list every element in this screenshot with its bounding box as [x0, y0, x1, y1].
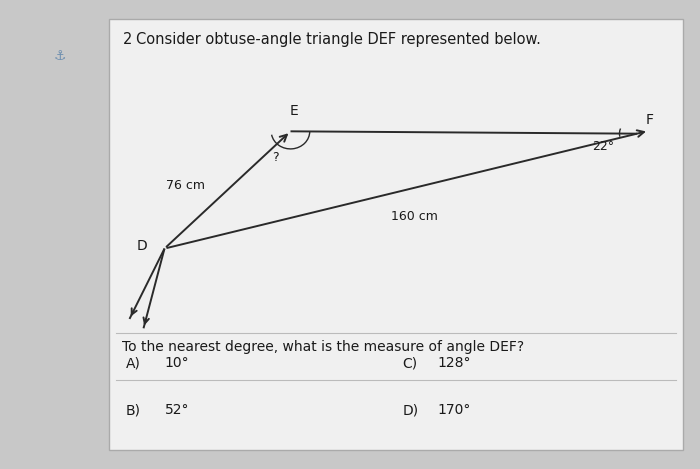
Text: 10°: 10° [164, 356, 189, 371]
Text: 2: 2 [122, 32, 132, 47]
Text: 128°: 128° [438, 356, 471, 371]
Text: ?: ? [272, 151, 279, 164]
Text: E: E [290, 104, 298, 118]
Text: To the nearest degree, what is the measure of angle DEF?: To the nearest degree, what is the measu… [122, 340, 524, 354]
Text: 170°: 170° [438, 403, 471, 417]
Text: 52°: 52° [164, 403, 189, 417]
Text: A): A) [126, 356, 141, 371]
Text: D: D [136, 239, 147, 253]
Text: 22°: 22° [592, 140, 615, 153]
Text: 160 cm: 160 cm [391, 211, 438, 223]
Text: F: F [645, 113, 653, 127]
Text: 76 cm: 76 cm [166, 179, 205, 192]
Text: ⚓: ⚓ [53, 49, 66, 63]
FancyBboxPatch shape [108, 19, 682, 450]
Text: C): C) [402, 356, 418, 371]
Text: B): B) [126, 403, 141, 417]
Text: Consider obtuse-angle triangle DEF represented below.: Consider obtuse-angle triangle DEF repre… [136, 32, 541, 47]
Text: D): D) [402, 403, 419, 417]
